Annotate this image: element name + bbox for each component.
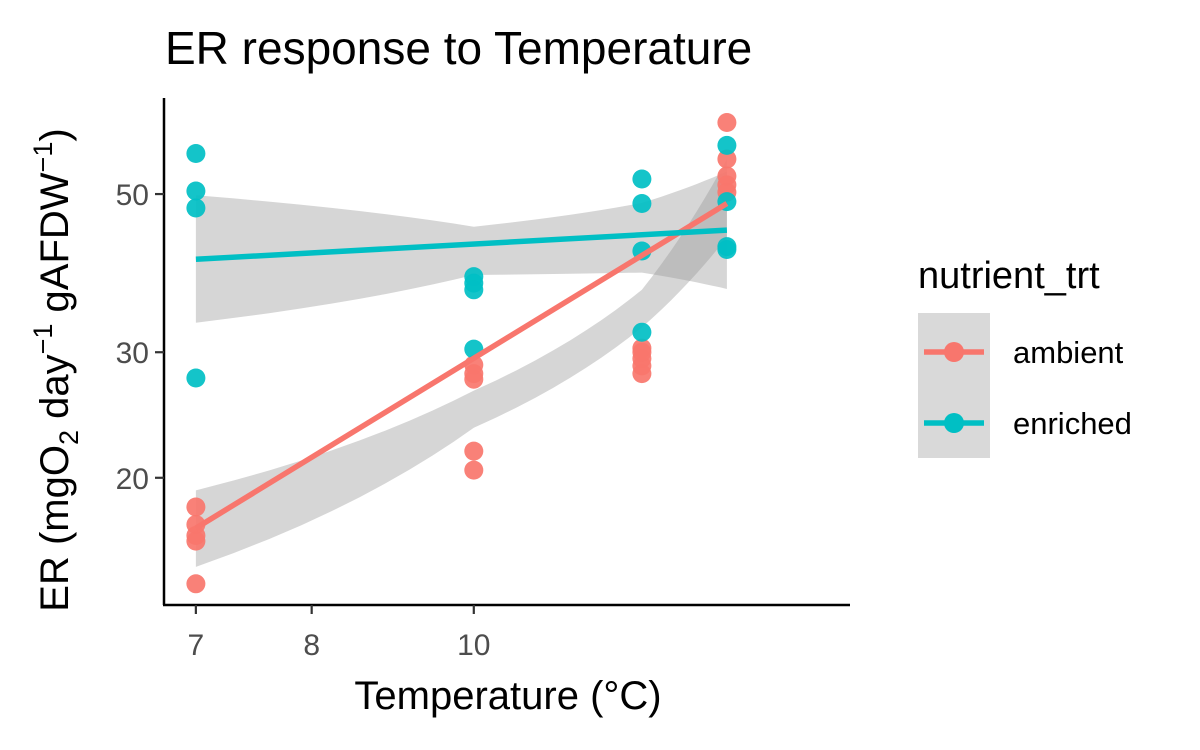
data-point-enriched [717, 240, 737, 259]
x-tick-label: 8 [303, 629, 320, 662]
legend-entries: ambient enriched [924, 335, 1132, 441]
y-axis-title-superscript-1: −1 [28, 324, 58, 355]
confidence-band-ambient [195, 159, 727, 567]
y-tick-label: 30 [116, 337, 149, 370]
data-point-ambient [464, 441, 484, 461]
y-axis-title: ER (mgO2 day−1 gAFDW−1) [28, 128, 84, 611]
trend-line-enriched [195, 227, 728, 263]
data-point-enriched [717, 135, 737, 155]
data-point-enriched [186, 144, 206, 163]
legend: nutrient_trt ambient enriched [918, 255, 1132, 458]
x-axis-title: Temperature (°C) [354, 674, 661, 718]
y-axis-title-mid2: gAFDW [33, 172, 77, 323]
y-axis-title-superscript-2: −1 [28, 142, 58, 173]
data-point-ambient [717, 149, 737, 169]
data-point-ambient [186, 531, 206, 551]
legend-label-ambient: ambient [1013, 335, 1124, 370]
data-point-ambient [186, 497, 206, 517]
data-point-enriched [186, 181, 206, 201]
x-axis-ticks: 7 8 10 [188, 605, 490, 662]
data-point-enriched [632, 194, 652, 213]
data-point-ambient [632, 338, 652, 358]
legend-key-background [918, 313, 990, 458]
y-tick-label: 20 [116, 463, 149, 496]
data-point-enriched [186, 368, 206, 388]
y-tick-label: 50 [116, 179, 149, 212]
x-tick-label: 10 [457, 629, 490, 662]
data-point-enriched [186, 198, 206, 218]
data-point-ambient [717, 113, 737, 132]
data-point-enriched [632, 169, 652, 189]
y-axis-ticks: 20 30 50 [116, 179, 164, 496]
data-point-enriched [464, 280, 484, 300]
trend-line-ambient [194, 201, 729, 531]
legend-marker-enriched [944, 413, 964, 433]
legend-label-enriched: enriched [1013, 406, 1132, 441]
y-axis-title-prefix: ER (mgO [33, 445, 77, 612]
data-point-enriched [632, 322, 652, 342]
y-axis-title-mid1: day [33, 354, 77, 430]
trend-lines [194, 201, 729, 531]
legend-marker-ambient [944, 342, 964, 362]
legend-title: nutrient_trt [918, 255, 1100, 297]
chart-title: ER response to Temperature [165, 22, 752, 74]
data-point-ambient [464, 460, 484, 480]
data-point-ambient [186, 574, 206, 594]
y-axis-title-subscript: 2 [54, 430, 84, 445]
y-axis-title-suffix: ) [33, 128, 77, 141]
data-points [186, 113, 737, 594]
data-point-ambient [717, 166, 737, 186]
x-tick-label: 7 [188, 629, 205, 662]
plot-panel [186, 113, 737, 594]
